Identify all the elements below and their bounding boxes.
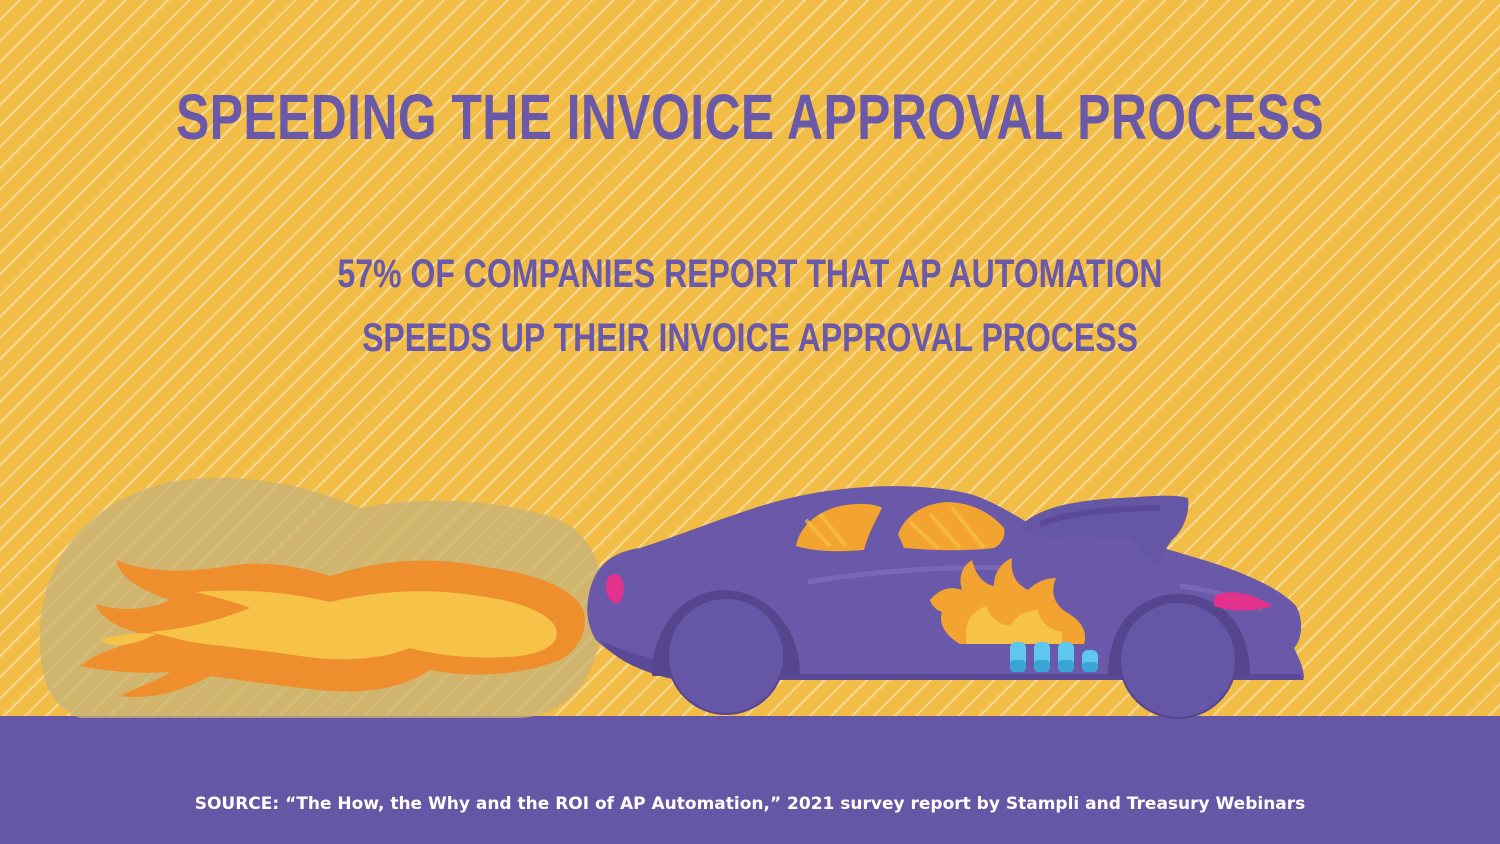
ground-band: [0, 716, 1500, 844]
statistic-text: 57% OF COMPANIES REPORT THAT AP AUTOMATI…: [150, 242, 1350, 370]
race-car-icon: [587, 486, 1304, 719]
flame-icon: [80, 560, 585, 698]
car-illustration: [39, 477, 1304, 719]
page-title: SPEEDING THE INVOICE APPROVAL PROCESS: [175, 81, 1325, 153]
source-citation: SOURCE: “The How, the Why and the ROI of…: [194, 794, 1306, 814]
statistic-line-1: 57% OF COMPANIES REPORT THAT AP AUTOMATI…: [337, 252, 1163, 296]
statistic-line-2: SPEEDS UP THEIR INVOICE APPROVAL PROCESS: [362, 316, 1138, 360]
